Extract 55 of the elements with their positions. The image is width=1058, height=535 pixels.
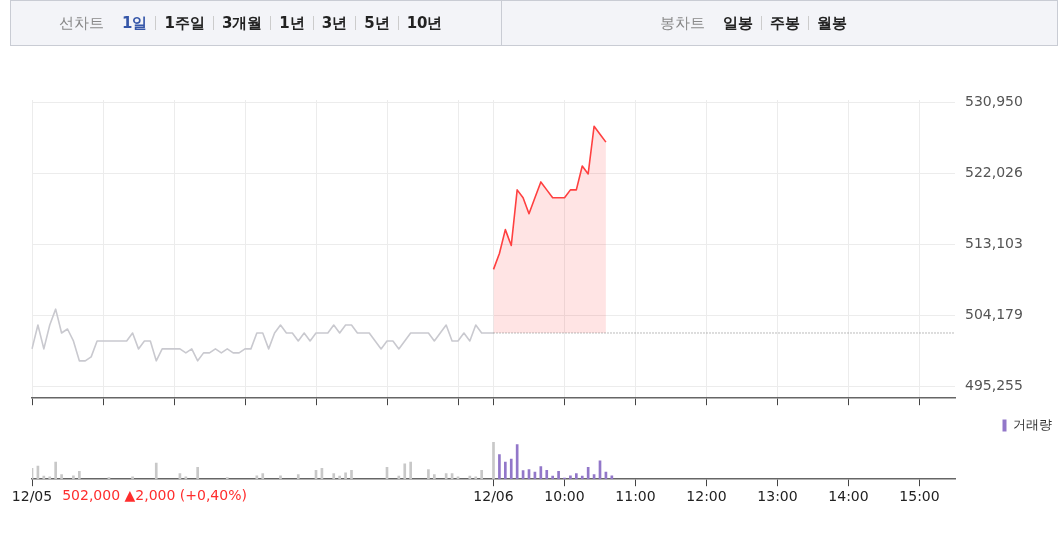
bar bbox=[409, 461, 412, 480]
bar bbox=[492, 442, 495, 480]
bar bbox=[509, 458, 513, 480]
y-tick-label: 522,026 bbox=[965, 164, 1023, 181]
bar bbox=[60, 474, 63, 480]
bar bbox=[575, 473, 578, 480]
bar bbox=[569, 475, 572, 480]
bar bbox=[504, 461, 507, 480]
x-tick-label: 15:00 bbox=[899, 488, 940, 505]
bar bbox=[196, 466, 199, 480]
text: 10년 bbox=[397, 14, 451, 32]
bar bbox=[433, 474, 436, 480]
x-tick-label: 13:00 bbox=[757, 488, 798, 505]
text: 1주일 bbox=[155, 14, 213, 32]
text: 502,000 ▲2,000 (+0,40%) bbox=[62, 486, 247, 503]
x-tick-label: 10:00 bbox=[544, 488, 585, 505]
bar bbox=[279, 475, 282, 480]
x-tick-label: 14:00 bbox=[828, 488, 869, 505]
text: 3년 bbox=[312, 14, 356, 32]
x-tick-label: 12/06 bbox=[473, 488, 514, 505]
y-tick-label: 495,255 bbox=[965, 377, 1023, 394]
bar bbox=[72, 475, 75, 480]
text: 월봉 bbox=[807, 14, 855, 32]
bar bbox=[78, 471, 81, 480]
bar bbox=[545, 469, 549, 480]
x-tick-label: 12/05 bbox=[11, 488, 53, 505]
y-tick-label: 504,179 bbox=[965, 306, 1023, 323]
x-tick-label: 11:00 bbox=[615, 488, 656, 505]
bar bbox=[557, 471, 560, 480]
y-tick-label: 513,103 bbox=[965, 235, 1023, 252]
bar bbox=[338, 475, 341, 480]
bar bbox=[580, 475, 584, 480]
x-tick-label: 12:00 bbox=[686, 488, 727, 505]
text: 일봉 bbox=[721, 14, 754, 32]
bar bbox=[154, 462, 158, 480]
text: 1년 bbox=[270, 14, 313, 32]
text: 1일 bbox=[121, 14, 149, 32]
y-tick-label: 530,950 bbox=[965, 93, 1023, 110]
bar bbox=[403, 463, 407, 480]
text: 3개월 bbox=[212, 14, 271, 32]
text: 5년 bbox=[355, 14, 398, 32]
bar bbox=[54, 461, 57, 480]
text: 주봉 bbox=[760, 14, 808, 32]
bar bbox=[344, 472, 347, 480]
text: 선차트 bbox=[58, 14, 105, 32]
bar bbox=[551, 475, 554, 480]
bar bbox=[261, 473, 265, 480]
bar bbox=[480, 469, 483, 480]
text: 봉차트 bbox=[658, 14, 706, 32]
bar bbox=[332, 473, 336, 480]
bar bbox=[296, 474, 300, 480]
legend-label: 거래량 bbox=[1013, 416, 1052, 432]
bar bbox=[498, 454, 501, 480]
bar bbox=[427, 469, 430, 480]
bar bbox=[350, 469, 353, 480]
